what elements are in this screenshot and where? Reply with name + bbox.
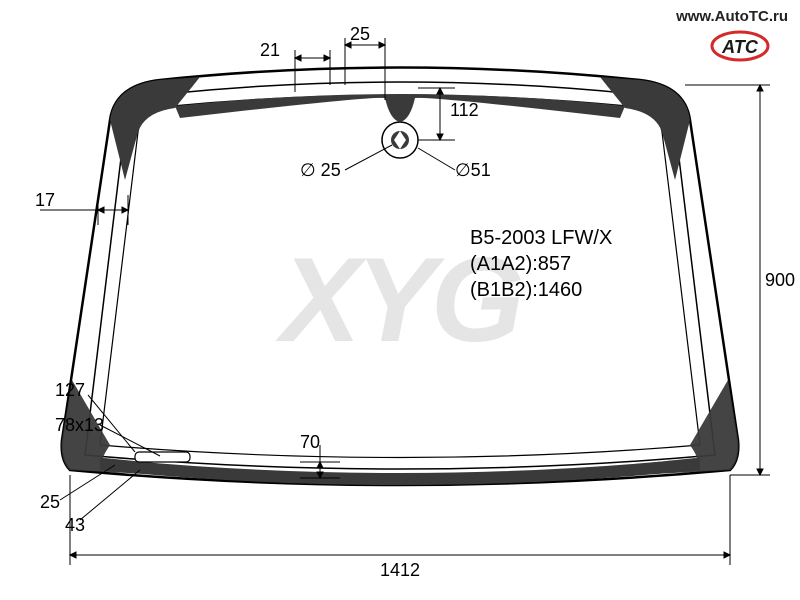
dim-d51: ∅51 [455, 160, 491, 181]
atc-logo: ATC [710, 28, 770, 68]
windshield-diagram [0, 0, 800, 600]
dim-bl-25: 25 [40, 492, 60, 513]
svg-text:ATC: ATC [721, 37, 759, 57]
dim-78x13: 78x13 [55, 415, 104, 436]
dim-112: 112 [450, 100, 479, 121]
dim-top-21: 21 [260, 40, 280, 61]
site-url: www.AutoTC.ru [676, 8, 788, 25]
dim-17: 17 [35, 190, 55, 211]
dim-1412: 1412 [380, 560, 420, 581]
dim-127: 127 [55, 380, 85, 401]
dim-bl-43: 43 [65, 515, 85, 536]
part-number-block: B5-2003 LFW/X (A1A2):857 (B1B2):1460 [470, 225, 612, 303]
part-line1: B5-2003 LFW/X [470, 225, 612, 251]
dim-70: 70 [300, 432, 320, 453]
dim-top-25: 25 [350, 24, 370, 45]
part-line3: (B1B2):1460 [470, 277, 612, 303]
dim-d25: ∅ 25 [300, 160, 341, 181]
part-line2: (A1A2):857 [470, 251, 612, 277]
dim-900: 900 [765, 270, 795, 291]
